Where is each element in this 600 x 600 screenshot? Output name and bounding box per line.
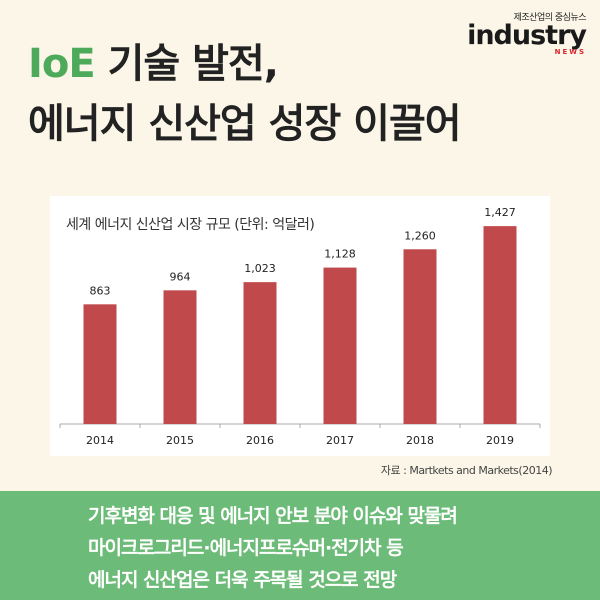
footer-line-3: 에너지 신산업은 더욱 주목될 것으로 전망 — [88, 569, 397, 591]
x-tick-label-2018: 2018 — [406, 434, 434, 447]
x-tick-label-2014: 2014 — [86, 434, 114, 447]
brand: 제조산업의 중심뉴스 industry NEWS — [466, 10, 587, 56]
data-label-2014: 863 — [90, 284, 111, 297]
bar-2015 — [163, 290, 197, 424]
data-label-2018: 1,260 — [404, 229, 436, 242]
brand-news: NEWS — [554, 48, 586, 56]
bar-2019 — [483, 226, 517, 424]
headline: IoE 기술 발전, 에너지 신산업 성장 이끌어 — [28, 34, 462, 154]
data-label-2015: 964 — [170, 270, 191, 283]
data-label-2016: 1,023 — [244, 262, 276, 275]
bar-2016 — [243, 282, 277, 424]
footer-line-2: 마이크로그리드·에너지프로슈머·전기차 등 — [88, 537, 404, 559]
brand-logo: industry — [467, 20, 587, 51]
bar-chart: 863 2014 964 2015 1,023 2016 1,128 2017 1,260 201… — [59, 206, 541, 447]
x-tick-label-2016: 2016 — [246, 434, 274, 447]
x-tick-label-2017: 2017 — [326, 434, 354, 447]
source-note: 자료 : Martkets and Markets(2014) — [380, 464, 553, 477]
x-tick-label-2019: 2019 — [486, 434, 514, 447]
x-tick-label-2015: 2015 — [166, 434, 194, 447]
headline-accent: IoE — [28, 41, 96, 87]
headline-line-1-rest: 기술 발전, — [94, 41, 279, 87]
headline-line-1: IoE 기술 발전, — [28, 34, 461, 94]
chart-card: 세계 에너지 신산업 시장 규모 (단위: 억달러) 863 2014 964 201… — [50, 196, 550, 456]
bar-2018 — [403, 249, 437, 424]
bar-2017 — [323, 267, 357, 424]
bar-2014 — [83, 304, 117, 424]
footer-line-1: 기후변화 대응 및 에너지 안보 분야 이슈와 맞물려 — [88, 505, 458, 527]
data-label-2017: 1,128 — [324, 248, 356, 261]
chart-title: 세계 에너지 신산업 시장 규모 (단위: 억달러) — [66, 217, 315, 233]
footer-summary: 기후변화 대응 및 에너지 안보 분야 이슈와 맞물려 마이크로그리드·에너지프… — [0, 491, 600, 600]
headline-line-2: 에너지 신산업 성장 이끌어 — [28, 101, 462, 147]
brand-tagline: 제조산업의 중심뉴스 — [513, 13, 587, 23]
data-label-2019: 1,427 — [484, 206, 516, 219]
